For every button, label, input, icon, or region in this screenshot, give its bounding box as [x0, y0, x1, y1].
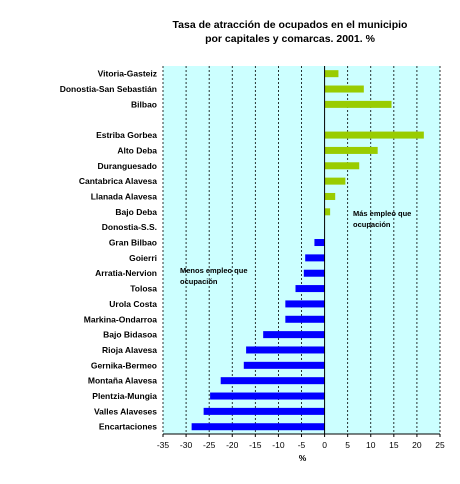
bar	[324, 146, 378, 154]
bar	[285, 315, 325, 323]
bar	[324, 70, 339, 78]
category-label: Bajo Bidasoa	[103, 330, 157, 340]
x-tick-label: 20	[412, 440, 422, 450]
chart-title: Tasa de atracción de ocupados en el muni…	[150, 18, 430, 46]
category-label: Donostia-S.S.	[102, 222, 157, 232]
annotation-text: Menos empleo que	[180, 266, 248, 275]
bar	[305, 254, 325, 262]
category-label: Duranguesado	[97, 161, 157, 171]
category-label: Donostia-San Sebastián	[60, 84, 157, 94]
bar	[324, 100, 392, 108]
category-label: Cantabrica Alavesa	[79, 176, 157, 186]
bar	[203, 407, 325, 415]
bar	[210, 392, 325, 400]
bar	[324, 131, 424, 139]
bar	[303, 269, 325, 277]
bar	[285, 300, 325, 308]
annotation-text: ocupación	[180, 277, 218, 286]
bar	[191, 423, 325, 431]
x-tick-label: 25	[435, 440, 445, 450]
x-tick-label: 5	[345, 440, 350, 450]
annotation-text: ocupación	[353, 220, 391, 229]
annotation-text: Más empleo que	[353, 209, 411, 218]
category-label: Estriba Gorbea	[96, 130, 157, 140]
x-tick-label: -5	[298, 440, 306, 450]
category-label: Encartaciones	[99, 422, 157, 432]
x-tick-label: -35	[157, 440, 170, 450]
category-label: Gernika-Bermeo	[91, 360, 157, 370]
x-tick-label: 10	[366, 440, 376, 450]
x-tick-label: -25	[203, 440, 216, 450]
category-label: Valles Alaveses	[94, 406, 157, 416]
category-label: Bilbao	[131, 99, 157, 109]
category-label: Gran Bilbao	[109, 238, 157, 248]
category-label: Rioja Alavesa	[102, 345, 157, 355]
bar	[295, 285, 325, 293]
category-label: Urola Costa	[109, 299, 157, 309]
bar	[324, 192, 336, 200]
bar	[220, 377, 325, 385]
category-label: Bajo Deba	[115, 207, 157, 217]
x-tick-label: -30	[180, 440, 193, 450]
category-label: Montaña Alavesa	[88, 376, 157, 386]
bar	[246, 346, 325, 354]
chart-title-line-2: por capitales y comarcas. 2001. %	[205, 33, 375, 45]
x-tick-label: 15	[389, 440, 399, 450]
category-label: Arratia-Nervion	[95, 268, 157, 278]
bar	[324, 177, 346, 185]
category-label: Tolosa	[130, 284, 157, 294]
bar	[243, 361, 325, 369]
category-label: Goierri	[129, 253, 157, 263]
bar	[324, 208, 331, 216]
x-tick-label: -20	[226, 440, 239, 450]
category-label: Markina-Ondarroa	[84, 314, 157, 324]
bar	[314, 239, 325, 247]
bar	[324, 162, 360, 170]
x-tick-label: -10	[272, 440, 285, 450]
x-tick-label: -15	[249, 440, 262, 450]
x-tick-label: 0	[322, 440, 327, 450]
bar	[263, 331, 325, 339]
category-label: Llanada Alavesa	[91, 191, 158, 201]
chart-title-line-1: Tasa de atracción de ocupados en el muni…	[172, 19, 408, 31]
category-label: Plentzia-Mungia	[92, 391, 157, 401]
bar	[324, 85, 364, 93]
x-axis-label: %	[299, 453, 307, 463]
category-label: Vitoria-Gasteiz	[98, 69, 157, 79]
category-label: Alto Deba	[117, 145, 157, 155]
